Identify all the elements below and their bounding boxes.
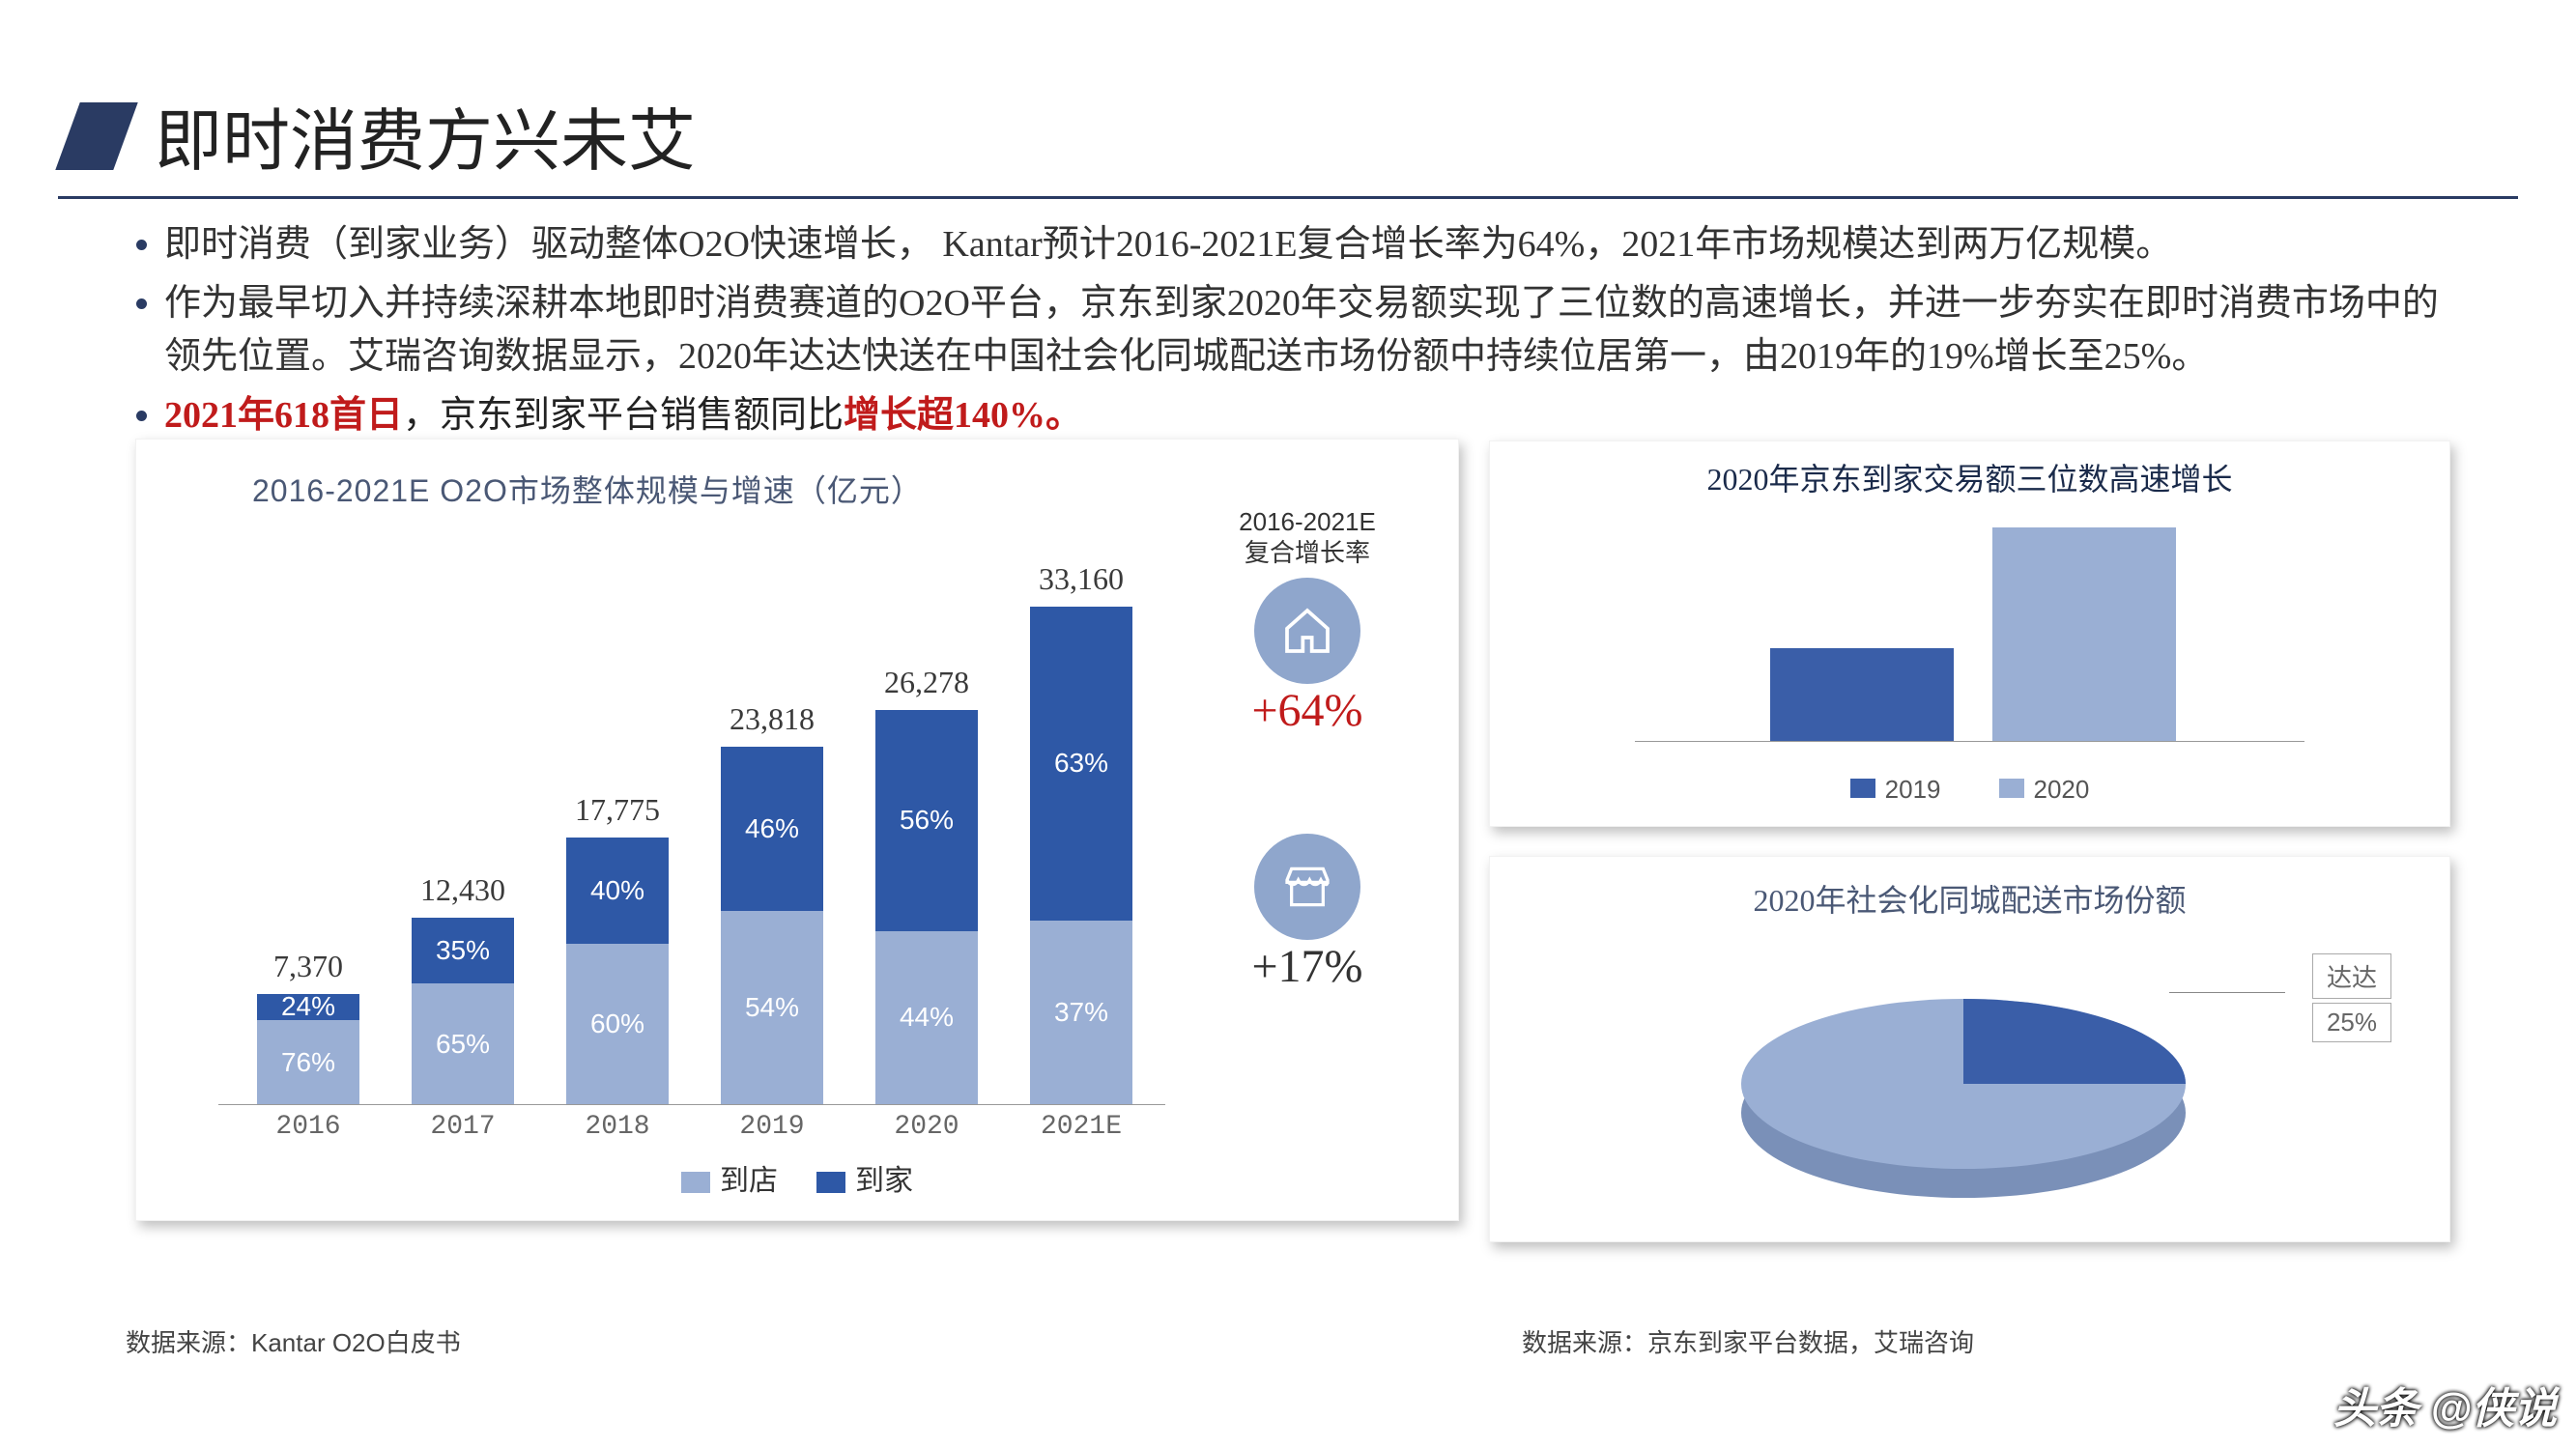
bar-2018-home-pct: 40% [566,875,669,906]
chart-rt-title: 2020年京东到家交易额三位数高速增长 [1490,455,2449,499]
pie-dada-slice [1963,999,2186,1084]
xaxis-2021E: 2021E [1005,1112,1159,1142]
cagr-home-icon-circle [1254,578,1360,684]
bar-2017-home-pct: 35% [412,935,514,966]
legend-2020-label: 2020 [2034,775,2090,804]
bar-2020-store-pct: 44% [875,1002,978,1033]
bar-2018-store: 60% [566,944,669,1104]
bullet-3-highlight-2: 增长超140%。 [844,395,1082,436]
bullet-1: 即时消费（到家业务）驱动整体O2O快速增长， Kantar预计2016-2021… [164,218,2460,271]
store-icon [1280,860,1334,914]
bar-2017-home: 35% [412,918,514,983]
bar-2016-store: 76% [257,1020,359,1104]
source-right: 数据来源：京东到家平台数据，艾瑞咨询 [1522,1323,1974,1359]
chart-rb-title: 2020年社会化同城配送市场份额 [1490,876,2449,921]
xaxis-2018: 2018 [541,1112,695,1142]
legend-2019: 2019 [1850,775,1941,805]
bar-2017-store-pct: 65% [412,1029,514,1060]
chart-rt-legend: 2019 2020 [1490,775,2449,805]
bar-2016-home-pct: 24% [257,991,359,1022]
bar-2021E-home: 63% [1030,607,1132,921]
pie-callout-line [2169,992,2285,993]
bar-2021E-store-pct: 37% [1030,997,1132,1028]
bullet-list: 即时消费（到家业务）驱动整体O2O快速增长， Kantar预计2016-2021… [164,218,2460,442]
bar-2020-home: 56% [875,710,978,931]
bar-2019-home: 46% [721,747,823,911]
pie-chart [1712,944,2215,1214]
chart-left-xaxis [218,1104,1165,1105]
chart-rt-xaxis [1635,741,2304,742]
bar-2020-total: 26,278 [850,665,1004,700]
chart-left-title: 2016-2021E O2O市场整体规模与增速（亿元） [252,467,923,511]
bar-2016-home: 24% [257,994,359,1021]
cagr-store-value: +17% [1191,940,1423,993]
xaxis-2017: 2017 [386,1112,540,1142]
bar-2019-store: 54% [721,911,823,1104]
cagr-home-value: +64% [1191,684,1423,737]
bar-2018-store-pct: 60% [566,1009,669,1039]
bar-2017-store: 65% [412,983,514,1105]
cagr-label-1: 2016-2021E [1191,507,1423,537]
source-left: 数据来源：Kantar O2O白皮书 [126,1323,461,1359]
legend-2020: 2020 [1999,775,2090,805]
bar-2018-home: 40% [566,838,669,945]
bar-2020-home-pct: 56% [875,805,978,836]
xaxis-2020: 2020 [850,1112,1004,1142]
bar-2021E-home-pct: 63% [1030,748,1132,779]
bullet-2: 作为最早切入并持续深耕本地即时消费赛道的O2O平台，京东到家2020年交易额实现… [164,277,2460,384]
bullet-3: 2021年618首日，京东到家平台销售额同比增长超140%。 [164,389,2460,442]
bar-2021E-total: 33,160 [1005,561,1159,597]
panel-market-share: 2020年社会化同城配送市场份额 达达 25% [1489,856,2450,1242]
bullet-3-highlight-1: 2021年618首日 [164,395,403,436]
title-divider [58,196,2518,199]
growth-bar-2020 [1992,527,2176,741]
bar-2020-store: 44% [875,931,978,1105]
pie-callout-pct: 25% [2312,1003,2391,1042]
cagr-box: 2016-2021E 复合增长率 +64% +17% [1191,507,1423,992]
bar-2019-store-pct: 54% [721,992,823,1023]
xaxis-2019: 2019 [696,1112,849,1142]
panel-jddj-growth: 2020年京东到家交易额三位数高速增长 2019 2020 [1489,440,2450,827]
stacked-bar-chart: 76%24%7,370201665%35%12,430201760%40%17,… [218,563,1165,1104]
legend-home: 到家 [816,1156,913,1199]
panel-o2o-market: 2016-2021E O2O市场整体规模与增速（亿元） 76% 24% 7,370 2… [135,439,1459,1221]
page-title: 即时消费方兴未艾 [155,87,696,185]
legend-store-label: 到店 [720,1165,778,1197]
pie-callout: 达达 25% [2312,953,2391,1042]
chart-left-legend: 到店 到家 [136,1156,1458,1199]
growth-bar-2019 [1770,648,1954,741]
watermark: 头条 @侠说 [2333,1374,2557,1435]
xaxis-2016: 2016 [232,1112,386,1142]
bar-2021E-store: 37% [1030,921,1132,1105]
legend-store: 到店 [681,1156,778,1199]
bar-chart-growth [1664,499,2282,741]
bar-2016-store-pct: 76% [257,1047,359,1078]
bar-2018-total: 17,775 [541,792,695,828]
house-icon [1280,604,1334,658]
legend-2019-label: 2019 [1885,775,1941,804]
bullet-3-text: ，京东到家平台销售额同比 [403,395,844,436]
pie-callout-label: 达达 [2312,953,2391,999]
cagr-store-icon-circle [1254,834,1360,940]
legend-home-label: 到家 [855,1165,913,1197]
title-accent-bar [55,102,137,170]
bar-2017-total: 12,430 [386,872,540,908]
bar-2016-total: 7,370 [232,949,386,984]
bar-2019-home-pct: 46% [721,813,823,844]
bar-2019-total: 23,818 [696,701,849,737]
cagr-label-2: 复合增长率 [1191,538,1423,568]
